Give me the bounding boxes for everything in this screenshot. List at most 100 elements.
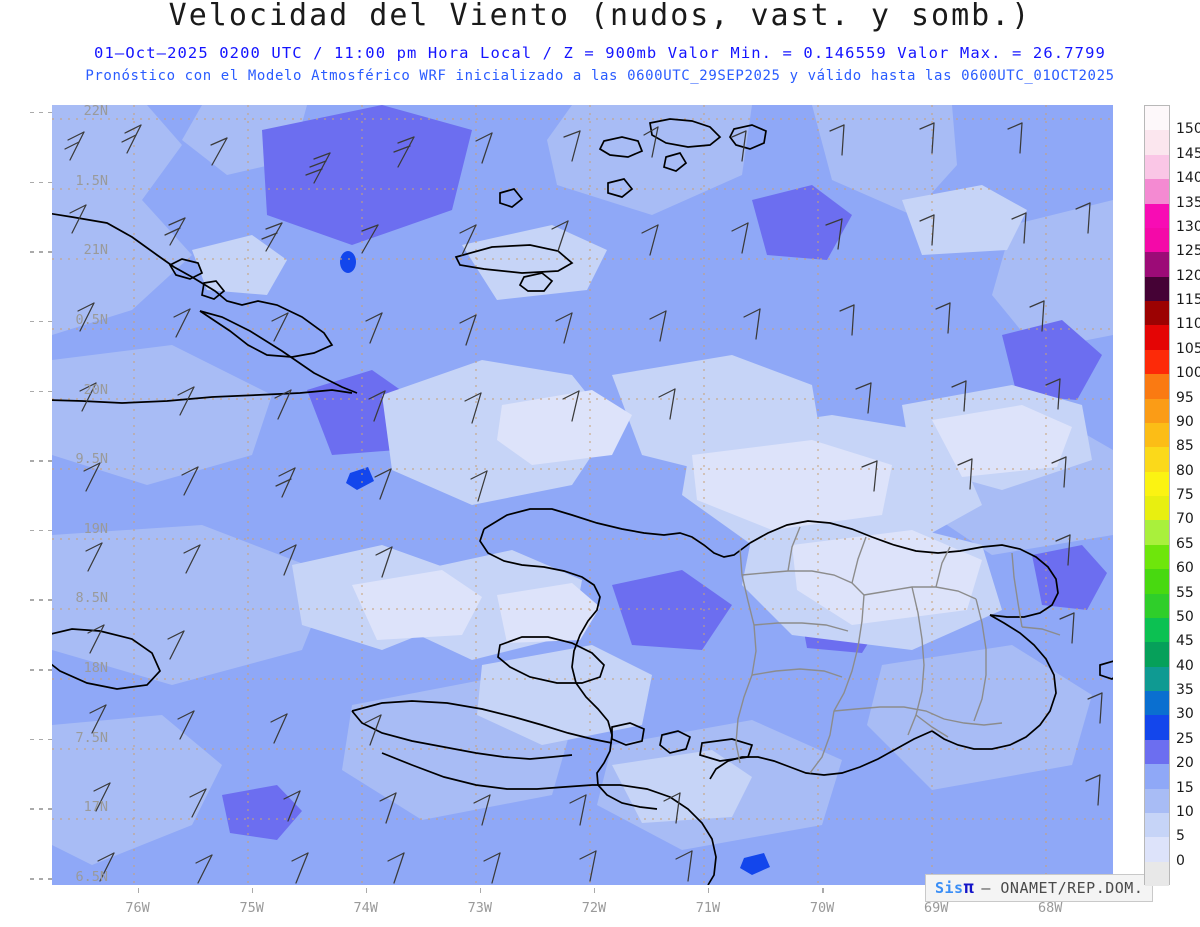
lon-tick-label: 72W bbox=[581, 900, 607, 916]
colorbar-tick-label: 20 bbox=[1176, 755, 1194, 772]
colorbar-swatch bbox=[1145, 837, 1169, 862]
colorbar-tick-label: 105 bbox=[1176, 340, 1200, 357]
logo-pi-icon: π bbox=[963, 878, 975, 898]
coastline-layer bbox=[52, 118, 1113, 885]
colorbar-swatch bbox=[1145, 861, 1169, 886]
map-canvas bbox=[52, 105, 1113, 885]
lat-tick-mark bbox=[39, 808, 43, 810]
colorbar-swatch bbox=[1145, 715, 1169, 740]
colorbar-tick-label: 150 bbox=[1176, 121, 1200, 138]
colorbar-swatch bbox=[1145, 374, 1169, 399]
lat-tick-label: 0.5N bbox=[75, 311, 108, 328]
lon-tick-label: 75W bbox=[239, 900, 264, 916]
colorbar-tick-label: 0 bbox=[1176, 852, 1185, 869]
lat-tick-label: 22N bbox=[83, 102, 108, 119]
colorbar-swatch bbox=[1145, 227, 1169, 253]
lat-tick-mark bbox=[30, 390, 34, 393]
colorbar-swatch bbox=[1145, 203, 1169, 228]
lon-tick-label: 69W bbox=[923, 900, 949, 916]
wind-barb-layer bbox=[64, 122, 1103, 884]
lon-tick-label: 76W bbox=[125, 900, 150, 916]
lat-tick-mark bbox=[30, 669, 34, 671]
colorbar-swatch bbox=[1145, 569, 1169, 594]
lat-tick-label: 9.5N bbox=[75, 451, 108, 468]
lat-tick-mark bbox=[39, 320, 43, 323]
colorbar-tick-label: 65 bbox=[1176, 535, 1194, 552]
lon-tick-mark bbox=[707, 888, 710, 893]
colorbar-swatch bbox=[1145, 106, 1169, 131]
wind-speed-map[interactable] bbox=[52, 105, 1113, 885]
forecast-meta-line: 01—Oct—2025 0200 UTC / 11:00 pm Hora Loc… bbox=[94, 44, 1106, 62]
lat-tick-label: 7.5N bbox=[75, 729, 108, 746]
lat-tick-mark bbox=[48, 738, 52, 741]
colorbar-swatch bbox=[1145, 520, 1169, 545]
lat-tick-mark bbox=[39, 878, 43, 880]
colorbar-swatch bbox=[1145, 739, 1169, 765]
lat-tick-mark bbox=[30, 251, 34, 253]
lon-tick-label: 73W bbox=[467, 900, 493, 916]
lat-tick-mark bbox=[48, 878, 52, 880]
colorbar-tick-label: 115 bbox=[1176, 292, 1200, 308]
colorbar-swatch bbox=[1145, 764, 1169, 789]
colorbar-tick-label: 25 bbox=[1176, 730, 1194, 747]
colorbar-swatch bbox=[1145, 130, 1169, 155]
lat-tick-mark bbox=[48, 181, 52, 184]
colorbar-swatch bbox=[1145, 666, 1169, 691]
lon-tick-label: 68W bbox=[1038, 900, 1063, 916]
lat-tick-label: 8.5N bbox=[75, 590, 108, 607]
lon-tick-label: 71W bbox=[695, 900, 721, 916]
lat-tick-label: 6.5N bbox=[75, 869, 108, 886]
lat-tick-mark bbox=[30, 181, 34, 184]
colorbar-swatch bbox=[1145, 447, 1169, 472]
lon-tick-label: 74W bbox=[353, 900, 378, 916]
lat-tick-mark bbox=[30, 599, 34, 601]
model-info-line: Pronóstico con el Modelo Atmosférico WRF… bbox=[85, 68, 1115, 84]
lat-tick-label: 17N bbox=[83, 799, 108, 816]
logo-sis-text: Sis bbox=[935, 879, 964, 897]
lat-tick-mark bbox=[39, 599, 43, 601]
lat-tick-mark bbox=[30, 529, 34, 532]
colorbar-tick-label: 45 bbox=[1176, 633, 1194, 650]
lat-tick-label: 1.5N bbox=[75, 172, 108, 189]
lon-tick-mark bbox=[137, 888, 140, 893]
colorbar-tick-label: 130 bbox=[1176, 218, 1200, 235]
lat-tick-mark bbox=[48, 529, 52, 532]
colorbar-swatch bbox=[1145, 301, 1169, 326]
colorbar-tick-label: 10 bbox=[1176, 803, 1194, 820]
lat-tick-mark bbox=[30, 808, 34, 810]
province-boundaries bbox=[735, 526, 1061, 774]
lat-tick-mark bbox=[48, 460, 52, 462]
lat-tick-mark bbox=[30, 111, 34, 114]
colorbar-swatch bbox=[1145, 154, 1169, 180]
lat-tick-mark bbox=[48, 111, 52, 114]
colorbar-swatch bbox=[1145, 642, 1169, 667]
lat-tick-mark bbox=[30, 320, 34, 323]
lat-tick-mark bbox=[48, 390, 52, 393]
colorbar[interactable] bbox=[1144, 105, 1170, 886]
colorbar-tick-label: 55 bbox=[1176, 584, 1194, 601]
colorbar-tick-label: 85 bbox=[1176, 438, 1194, 455]
logo-org-text: – ONAMET/REP.DOM. bbox=[981, 879, 1144, 897]
lat-tick-mark bbox=[39, 181, 43, 184]
lon-tick-label: 70W bbox=[809, 900, 835, 916]
lat-tick-mark bbox=[39, 669, 43, 671]
lat-tick-label: 18N bbox=[83, 660, 108, 677]
colorbar-swatch bbox=[1145, 422, 1169, 448]
lat-tick-label: 21N bbox=[83, 242, 108, 259]
colorbar-tick-label: 35 bbox=[1176, 682, 1194, 698]
lat-tick-mark bbox=[39, 529, 43, 532]
colorbar-swatch bbox=[1145, 544, 1169, 570]
lat-tick-mark bbox=[48, 599, 52, 601]
lon-tick-mark bbox=[593, 888, 596, 893]
colorbar-tick-label: 120 bbox=[1176, 267, 1200, 284]
colorbar-swatch bbox=[1145, 788, 1169, 813]
lon-tick-mark bbox=[822, 888, 824, 893]
lat-tick-mark bbox=[39, 111, 43, 114]
lat-tick-mark bbox=[48, 808, 52, 810]
colorbar-tick-label: 110 bbox=[1176, 316, 1200, 333]
onamet-logo: Sis π – ONAMET/REP.DOM. bbox=[925, 874, 1154, 902]
colorbar-swatch bbox=[1145, 276, 1169, 301]
lat-tick-mark bbox=[30, 460, 34, 462]
lat-tick-mark bbox=[30, 878, 34, 880]
lat-tick-mark bbox=[48, 251, 52, 253]
